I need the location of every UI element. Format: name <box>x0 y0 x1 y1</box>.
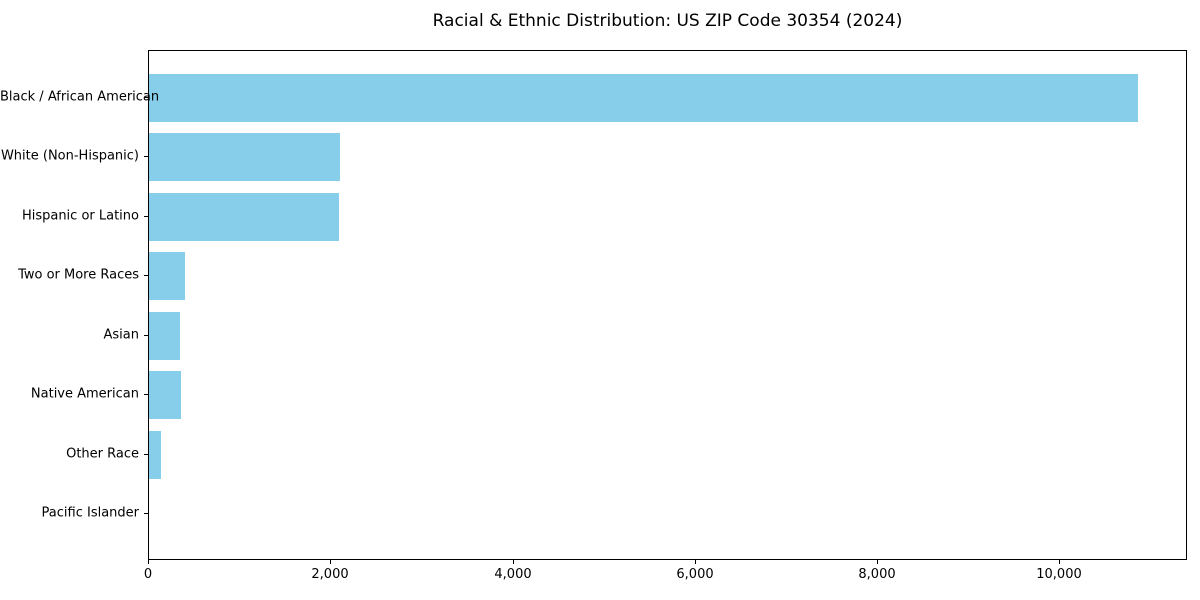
bar-other-race <box>149 430 161 479</box>
y-axis-label-native-american: Native American <box>30 386 139 402</box>
y-tick-mark <box>144 513 148 514</box>
x-tick-label: 0 <box>143 567 153 582</box>
x-tick-label: 4,000 <box>494 567 532 582</box>
y-axis-label-asian: Asian <box>103 327 139 343</box>
y-axis-label-two-or-more-races: Two or More Races <box>18 267 139 283</box>
x-tick-label: 10,000 <box>1036 567 1082 582</box>
bar-hispanic-or-latino <box>149 192 339 241</box>
plot-area <box>148 50 1187 560</box>
y-tick-mark <box>144 275 148 276</box>
y-axis-label-white-non-hispanic: White (Non-Hispanic) <box>0 148 139 164</box>
y-tick-mark <box>144 335 148 336</box>
y-axis-label-black-african-american: Black / African American <box>0 89 160 105</box>
bar-native-american <box>149 371 181 420</box>
x-tick-mark <box>695 560 696 564</box>
y-tick-mark <box>144 156 148 157</box>
x-tick-label: 2,000 <box>311 567 349 582</box>
x-tick-mark <box>148 560 149 564</box>
bar-asian <box>149 311 180 360</box>
y-axis-label-pacific-islander: Pacific Islander <box>41 505 139 521</box>
bar-black-african-american <box>149 73 1138 122</box>
x-tick-mark <box>877 560 878 564</box>
y-axis-label-hispanic-or-latino: Hispanic or Latino <box>21 208 139 224</box>
x-tick-mark <box>513 560 514 564</box>
x-tick-mark <box>1059 560 1060 564</box>
y-tick-mark <box>144 394 148 395</box>
x-tick-label: 6,000 <box>676 567 714 582</box>
y-axis-label-other-race: Other Race <box>66 446 139 462</box>
bar-white-non-hispanic <box>149 133 340 182</box>
chart-title: Racial & Ethnic Distribution: US ZIP Cod… <box>432 11 903 31</box>
y-tick-mark <box>144 97 148 98</box>
y-tick-mark <box>144 216 148 217</box>
x-tick-label: 8,000 <box>858 567 896 582</box>
y-tick-mark <box>144 454 148 455</box>
bar-two-or-more-races <box>149 252 185 301</box>
x-tick-mark <box>330 560 331 564</box>
